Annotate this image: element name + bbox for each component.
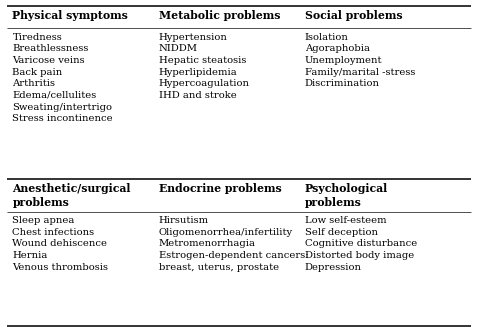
Text: Hirsutism
Oligomenorrhea/infertility
Metromenorrhagia
Estrogen-dependent cancers: Hirsutism Oligomenorrhea/infertility Met… [159,216,308,272]
Text: Isolation
Agoraphobia
Unemployment
Family/marital -stress
Discrimination: Isolation Agoraphobia Unemployment Famil… [305,33,415,88]
Text: Psychological
problems: Psychological problems [305,183,388,208]
Text: Hypertension
NIDDM
Hepatic steatosis
Hyperlipidemia
Hypercoagulation
IHD and str: Hypertension NIDDM Hepatic steatosis Hyp… [159,33,250,100]
Text: Low self-esteem
Self deception
Cognitive disturbance
Distorted body image
Depres: Low self-esteem Self deception Cognitive… [305,216,417,272]
Text: Tiredness
Breathlessness
Varicose veins
Back pain
Arthritis
Edema/cellulites
Swe: Tiredness Breathlessness Varicose veins … [12,33,113,123]
Text: Metabolic problems: Metabolic problems [159,10,280,21]
Text: Endocrine problems: Endocrine problems [159,183,282,194]
Text: Sleep apnea
Chest infections
Wound dehiscence
Hernia
Venous thrombosis: Sleep apnea Chest infections Wound dehis… [12,216,109,272]
Text: Anesthetic/surgical
problems: Anesthetic/surgical problems [12,183,131,208]
Text: Physical symptoms: Physical symptoms [12,10,129,21]
Text: Social problems: Social problems [305,10,402,21]
